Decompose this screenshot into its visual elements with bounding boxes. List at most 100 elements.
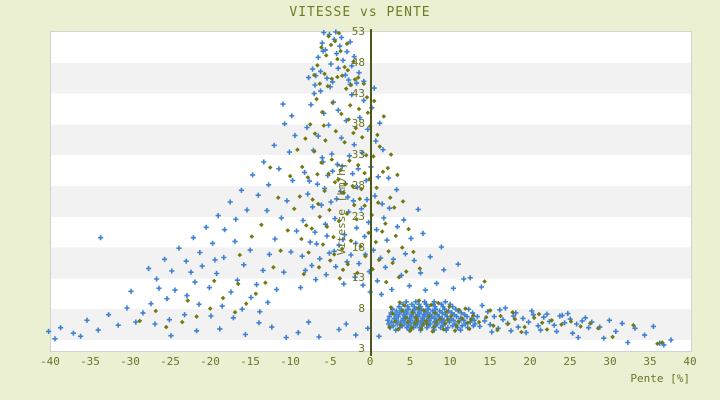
data-point	[417, 266, 423, 271]
data-point	[355, 260, 363, 268]
data-point	[291, 132, 299, 139]
y-tick-label-13: 13	[351, 271, 365, 285]
data-point	[383, 221, 388, 226]
data-point	[370, 84, 378, 92]
data-point	[179, 319, 185, 325]
data-point	[334, 106, 342, 114]
data-point	[281, 120, 289, 128]
data-point	[335, 326, 343, 333]
data-point	[333, 128, 339, 134]
data-point	[287, 248, 295, 256]
data-point	[667, 336, 675, 344]
data-point	[312, 131, 318, 136]
data-point	[641, 331, 648, 339]
data-point	[582, 314, 589, 322]
data-point	[151, 320, 159, 328]
data-point	[161, 255, 168, 263]
data-point	[476, 322, 484, 330]
data-point	[147, 300, 155, 308]
data-point	[373, 239, 379, 245]
x-tick-label-15: 15	[483, 355, 497, 368]
data-point	[238, 305, 246, 313]
data-point	[327, 198, 335, 206]
data-point	[298, 252, 306, 260]
data-point	[288, 112, 296, 120]
data-point	[414, 205, 422, 213]
data-point	[373, 226, 381, 234]
data-point	[243, 206, 251, 214]
data-point	[255, 319, 263, 327]
data-point	[477, 283, 485, 291]
data-point	[246, 246, 254, 254]
data-point	[372, 137, 380, 145]
data-point	[220, 295, 226, 301]
data-point	[256, 308, 264, 316]
data-point	[45, 327, 53, 335]
data-point	[352, 331, 360, 339]
data-point	[407, 234, 415, 242]
data-point	[466, 274, 474, 282]
y-tick-label-18: 18	[351, 240, 365, 254]
data-point	[51, 335, 59, 343]
data-point	[333, 50, 341, 58]
data-point	[332, 263, 340, 271]
data-point	[198, 262, 206, 270]
data-point	[482, 279, 487, 284]
data-point	[519, 314, 527, 322]
data-point	[235, 281, 241, 287]
data-point	[351, 202, 357, 208]
data-point	[57, 324, 65, 332]
data-point	[330, 100, 335, 106]
x-tick-label--20: -20	[200, 355, 220, 368]
data-point	[323, 138, 328, 143]
data-point	[183, 292, 191, 300]
data-point	[195, 300, 203, 308]
data-point	[241, 331, 249, 338]
x-tick-label--15: -15	[240, 355, 260, 368]
data-point	[499, 316, 507, 324]
data-point	[454, 260, 462, 268]
data-point	[393, 223, 401, 231]
data-point	[376, 119, 384, 127]
data-point	[375, 132, 380, 138]
data-point	[265, 181, 273, 189]
data-point	[306, 250, 311, 255]
data-point	[406, 226, 411, 232]
data-point	[77, 332, 84, 340]
data-point	[460, 275, 468, 283]
data-point	[70, 329, 77, 337]
data-point	[285, 148, 293, 156]
data-point	[299, 217, 307, 224]
x-tick-label-25: 25	[563, 355, 577, 368]
data-point	[385, 204, 393, 212]
data-point	[285, 228, 291, 233]
data-point	[380, 214, 388, 222]
data-point	[166, 316, 173, 324]
data-point	[606, 316, 613, 324]
x-tick-label-5: 5	[406, 355, 414, 368]
data-point	[259, 266, 267, 274]
data-point	[240, 261, 248, 269]
data-point	[522, 329, 530, 337]
y-tick-label-38: 38	[351, 117, 365, 131]
data-point	[417, 269, 425, 277]
data-point	[316, 265, 322, 270]
x-tick-label--10: -10	[280, 355, 300, 368]
data-point	[379, 229, 385, 234]
x-tick-label-10: 10	[443, 355, 457, 368]
data-point	[97, 234, 104, 242]
data-point	[573, 320, 580, 328]
x-tick-label-35: 35	[643, 355, 657, 368]
data-point	[387, 195, 393, 200]
data-point	[237, 252, 243, 258]
data-point	[395, 172, 400, 178]
data-point	[194, 314, 199, 319]
data-point	[283, 197, 291, 205]
data-point	[478, 302, 486, 309]
data-point	[585, 324, 592, 332]
data-point	[308, 262, 316, 269]
data-point	[216, 325, 224, 333]
x-tick-label--40: -40	[40, 355, 60, 368]
data-point	[510, 310, 515, 315]
